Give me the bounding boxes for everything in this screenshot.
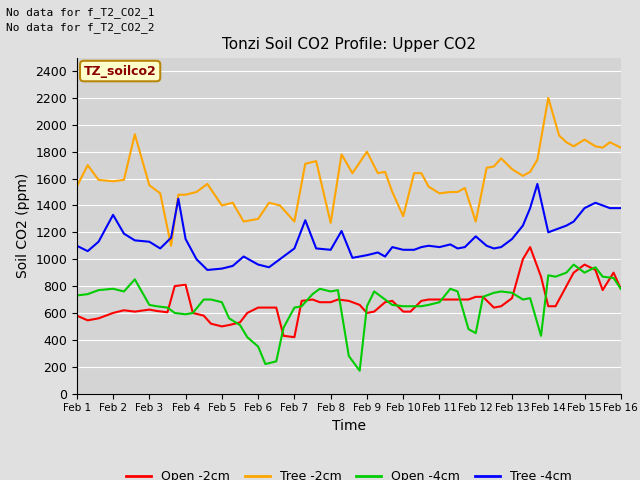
Open -2cm xyxy=(291,334,298,340)
Tree -4cm xyxy=(410,247,418,252)
Tree -4cm xyxy=(617,205,625,211)
Text: No data for f_T2_CO2_1: No data for f_T2_CO2_1 xyxy=(6,7,155,18)
Tree -2cm xyxy=(425,184,433,190)
Tree -4cm xyxy=(175,196,182,202)
Line: Tree -2cm: Tree -2cm xyxy=(77,98,621,246)
Tree -4cm xyxy=(534,181,541,187)
Open -2cm xyxy=(526,244,534,250)
Tree -2cm xyxy=(617,145,625,151)
Tree -2cm xyxy=(167,243,175,249)
Open -2cm xyxy=(617,286,625,292)
Open -4cm xyxy=(171,310,179,316)
Tree -2cm xyxy=(436,191,444,196)
Tree -2cm xyxy=(472,219,479,225)
Open -2cm xyxy=(371,309,378,314)
Tree -4cm xyxy=(204,267,211,273)
Tree -4cm xyxy=(73,243,81,249)
Open -4cm xyxy=(617,286,625,292)
Tree -4cm xyxy=(472,233,479,239)
Title: Tonzi Soil CO2 Profile: Upper CO2: Tonzi Soil CO2 Profile: Upper CO2 xyxy=(222,37,476,52)
Tree -4cm xyxy=(312,246,320,252)
X-axis label: Time: Time xyxy=(332,419,366,433)
Open -4cm xyxy=(570,262,577,267)
Open -2cm xyxy=(171,283,179,289)
Tree -2cm xyxy=(410,170,418,176)
Text: No data for f_T2_CO2_2: No data for f_T2_CO2_2 xyxy=(6,22,155,33)
Line: Open -4cm: Open -4cm xyxy=(77,264,621,371)
Open -4cm xyxy=(145,302,153,308)
Open -4cm xyxy=(479,294,487,300)
Open -4cm xyxy=(225,315,233,321)
Open -2cm xyxy=(95,315,102,321)
Open -2cm xyxy=(479,294,487,300)
Line: Tree -4cm: Tree -4cm xyxy=(77,184,621,270)
Text: TZ_soilco2: TZ_soilco2 xyxy=(84,64,157,78)
Legend: Open -2cm, Tree -2cm, Open -4cm, Tree -4cm: Open -2cm, Tree -2cm, Open -4cm, Tree -4… xyxy=(121,465,577,480)
Open -4cm xyxy=(73,293,81,299)
Tree -2cm xyxy=(312,158,320,164)
Tree -4cm xyxy=(425,243,433,249)
Open -2cm xyxy=(145,307,153,312)
Tree -2cm xyxy=(182,192,189,198)
Tree -2cm xyxy=(73,184,81,190)
Line: Open -2cm: Open -2cm xyxy=(77,247,621,337)
Open -2cm xyxy=(73,313,81,319)
Open -4cm xyxy=(95,287,102,293)
Open -4cm xyxy=(371,288,378,294)
Tree -4cm xyxy=(436,244,444,250)
Open -4cm xyxy=(356,368,364,373)
Open -2cm xyxy=(225,322,233,328)
Y-axis label: Soil CO2 (ppm): Soil CO2 (ppm) xyxy=(15,173,29,278)
Tree -2cm xyxy=(545,95,552,101)
